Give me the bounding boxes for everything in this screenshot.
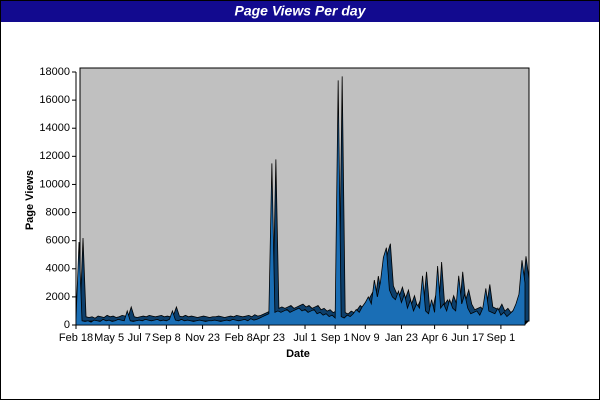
x-tick-label: Sep 1 [487,332,516,344]
plot-area [79,67,530,322]
x-tick-label: Jul 7 [128,332,151,344]
x-tick-label: Sep 1 [321,332,350,344]
title-bar [1,1,599,22]
y-tick-label: 4000 [46,263,70,275]
x-tick-label: Nov 9 [351,332,380,344]
x-tick-label: Feb 8 [225,332,253,344]
x-tick-label: Jul 1 [293,332,316,344]
x-tick-label: May 5 [94,332,124,344]
x-tick-label: Jun 17 [451,332,484,344]
x-tick-label: Jan 23 [385,332,418,344]
x-tick-label: Feb 18 [59,332,93,344]
y-tick-label: 2000 [46,291,70,303]
y-tick-label: 16000 [39,94,70,106]
y-tick-label: 6000 [46,235,70,247]
x-axis-label: Date [286,348,310,360]
area [75,80,526,326]
y-tick-label: 12000 [39,150,70,162]
y-tick-label: 10000 [39,178,70,190]
y-tick-label: 8000 [46,206,70,218]
y-tick-label: 14000 [39,122,70,134]
y-axis-label: Page Views [24,170,36,230]
chart-title: Page Views Per day [235,3,367,19]
x-tick-label: Sep 8 [152,332,181,344]
x-tick-label: Apr 23 [253,332,285,344]
y-tick-label: 0 [64,319,70,331]
x-tick-label: Apr 6 [421,332,447,344]
x-tick-label: Nov 23 [185,332,220,344]
y-tick-label: 18000 [39,66,70,78]
